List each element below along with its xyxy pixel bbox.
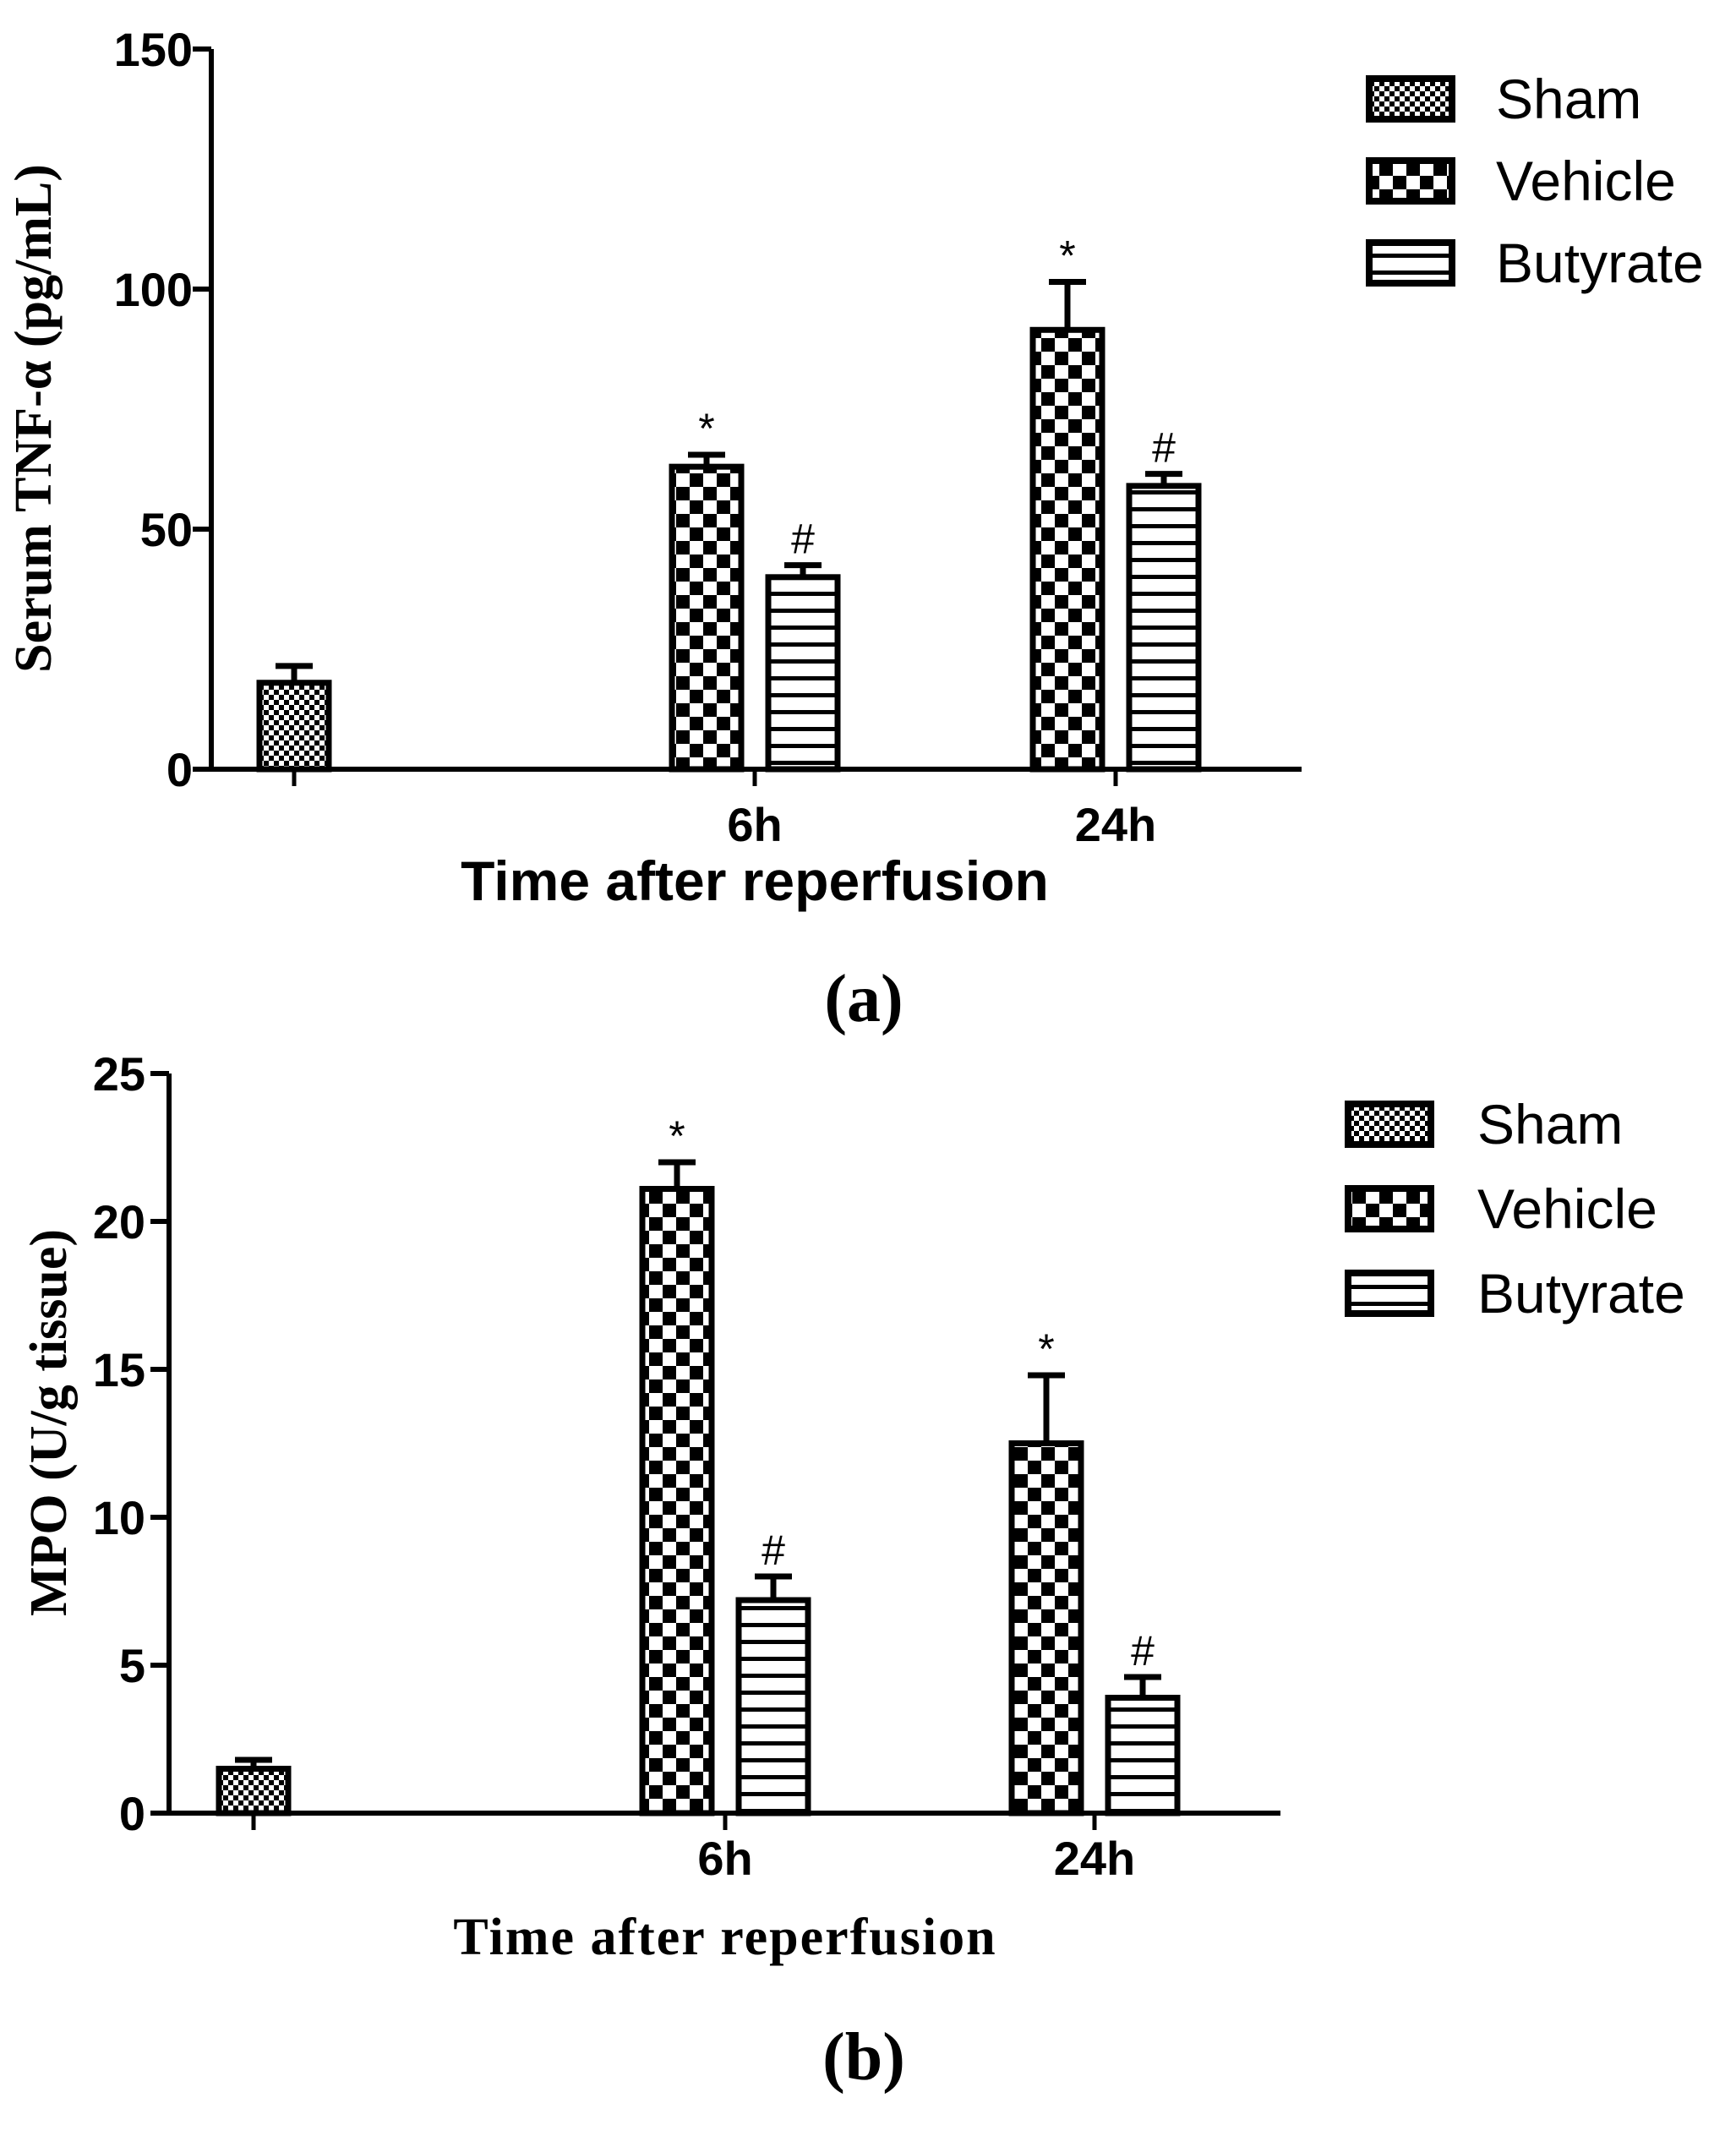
panel-a-bar-butyrate bbox=[765, 574, 841, 773]
panel-b-sig-mark-butyrate: # bbox=[1131, 1627, 1155, 1674]
panel-b-bar-vehicle bbox=[1008, 1440, 1084, 1816]
panel-b-legend-swatch-vehicle bbox=[1345, 1185, 1434, 1232]
panel-b-y-tick-label: 10 bbox=[93, 1491, 145, 1544]
panel-a-bar-vehicle bbox=[669, 463, 745, 773]
panel-a-x-tick-label: 6h bbox=[727, 798, 782, 851]
panel-b-legend-swatch-sham bbox=[1345, 1101, 1434, 1148]
panel-a-legend-swatch-butyrate bbox=[1366, 239, 1455, 287]
panel-a-y-tick-label: 0 bbox=[167, 743, 193, 796]
panel-a-legend-label-butyrate: Butyrate bbox=[1496, 232, 1704, 294]
panel-a-legend-label-sham: Sham bbox=[1496, 68, 1641, 130]
panel-b-chart: MPO (U/g tissue) Time after reperfusion … bbox=[20, 1047, 1685, 2095]
panel-b-bar-vehicle bbox=[639, 1186, 715, 1816]
panel-b-x-tick-label: 24h bbox=[1054, 1832, 1136, 1885]
panel-a-x-tick-label: 24h bbox=[1075, 798, 1157, 851]
panel-a-y-axis-label: Serum TNF-α (pg/mL) bbox=[5, 164, 63, 673]
panel-b-legend: Sham Vehicle Butyrate bbox=[1345, 1093, 1685, 1325]
panel-a-chart: Serum TNF-α (pg/mL) Time after reperfusi… bbox=[5, 23, 1704, 1036]
panel-a-bar-sham bbox=[256, 680, 332, 773]
panel-a-legend-swatch-sham bbox=[1366, 75, 1455, 123]
panel-b-y-tick-label: 20 bbox=[93, 1195, 145, 1248]
panel-b-y-tick-label: 0 bbox=[119, 1787, 145, 1840]
panel-b-bar-butyrate bbox=[735, 1597, 811, 1816]
panel-a-legend-swatch-vehicle bbox=[1366, 157, 1455, 205]
panel-a-sig-mark-butyrate: # bbox=[791, 516, 815, 563]
panel-b-sig-mark-vehicle: * bbox=[1038, 1325, 1054, 1373]
panel-a-bar-vehicle bbox=[1029, 326, 1105, 773]
panel-a-legend: Sham Vehicle Butyrate bbox=[1366, 68, 1704, 294]
panel-a-y-tick-label: 150 bbox=[114, 23, 193, 76]
panel-b-x-axis-label: Time after reperfusion bbox=[453, 1909, 996, 1966]
panel-a-sig-mark-vehicle: * bbox=[1059, 232, 1075, 279]
panel-b-y-axis-label: MPO (U/g tissue) bbox=[20, 1229, 78, 1616]
panel-b-legend-swatch-butyrate bbox=[1345, 1270, 1434, 1317]
panel-a-y-tick-label: 100 bbox=[114, 263, 193, 316]
panel-a-y-tick-label: 50 bbox=[140, 503, 193, 556]
panel-a-x-axis-label: Time after reperfusion bbox=[461, 850, 1049, 912]
panel-b-sig-mark-butyrate: # bbox=[762, 1527, 785, 1574]
panel-a-bar-butyrate bbox=[1126, 483, 1202, 773]
panel-a-sig-mark-butyrate: # bbox=[1152, 424, 1176, 472]
panel-b-bar-sham bbox=[216, 1766, 292, 1816]
panel-b-y-tick-label: 15 bbox=[93, 1343, 145, 1396]
panel-a-legend-label-vehicle: Vehicle bbox=[1496, 150, 1676, 212]
panel-b-y-tick-label: 25 bbox=[93, 1047, 145, 1101]
panel-a-label: (a) bbox=[824, 962, 903, 1036]
panel-b-bar-butyrate bbox=[1105, 1695, 1181, 1816]
panel-b-label: (b) bbox=[822, 2020, 905, 2095]
panel-b-legend-label-sham: Sham bbox=[1477, 1093, 1623, 1155]
panel-b-y-tick-label: 5 bbox=[119, 1639, 145, 1692]
panel-b-legend-label-vehicle: Vehicle bbox=[1477, 1177, 1657, 1240]
panel-a-sig-mark-vehicle: * bbox=[698, 405, 714, 452]
panel-b-legend-label-butyrate: Butyrate bbox=[1477, 1262, 1685, 1325]
panel-b-x-tick-label: 6h bbox=[697, 1832, 752, 1885]
panel-b-sig-mark-vehicle: * bbox=[669, 1112, 685, 1160]
